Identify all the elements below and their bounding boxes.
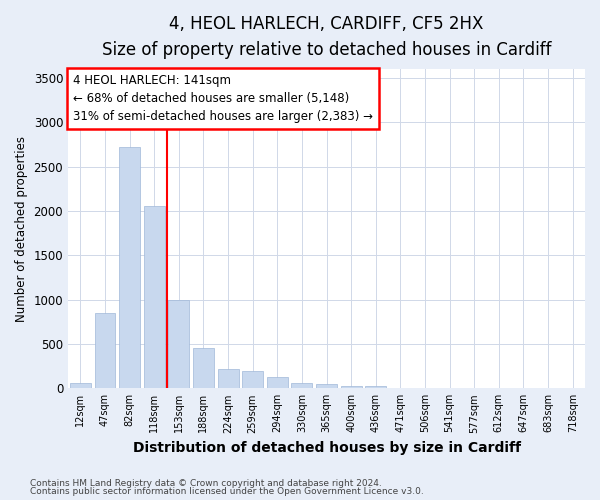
Bar [341,386,362,388]
Title: 4, HEOL HARLECH, CARDIFF, CF5 2HX
Size of property relative to detached houses i: 4, HEOL HARLECH, CARDIFF, CF5 2HX Size o… [102,15,551,60]
Y-axis label: Number of detached properties: Number of detached properties [15,136,28,322]
Bar [218,369,239,388]
Text: Contains public sector information licensed under the Open Government Licence v3: Contains public sector information licen… [30,487,424,496]
X-axis label: Distribution of detached houses by size in Cardiff: Distribution of detached houses by size … [133,441,521,455]
Bar [365,386,386,388]
Bar [267,377,288,388]
Bar [70,384,91,388]
Bar [169,300,189,388]
Bar [193,348,214,389]
Bar [242,372,263,388]
Bar [119,148,140,388]
Bar [292,384,313,388]
Bar [144,206,164,388]
Text: 4 HEOL HARLECH: 141sqm
← 68% of detached houses are smaller (5,148)
31% of semi-: 4 HEOL HARLECH: 141sqm ← 68% of detached… [73,74,373,123]
Bar [316,384,337,388]
Text: Contains HM Land Registry data © Crown copyright and database right 2024.: Contains HM Land Registry data © Crown c… [30,478,382,488]
Bar [95,313,115,388]
